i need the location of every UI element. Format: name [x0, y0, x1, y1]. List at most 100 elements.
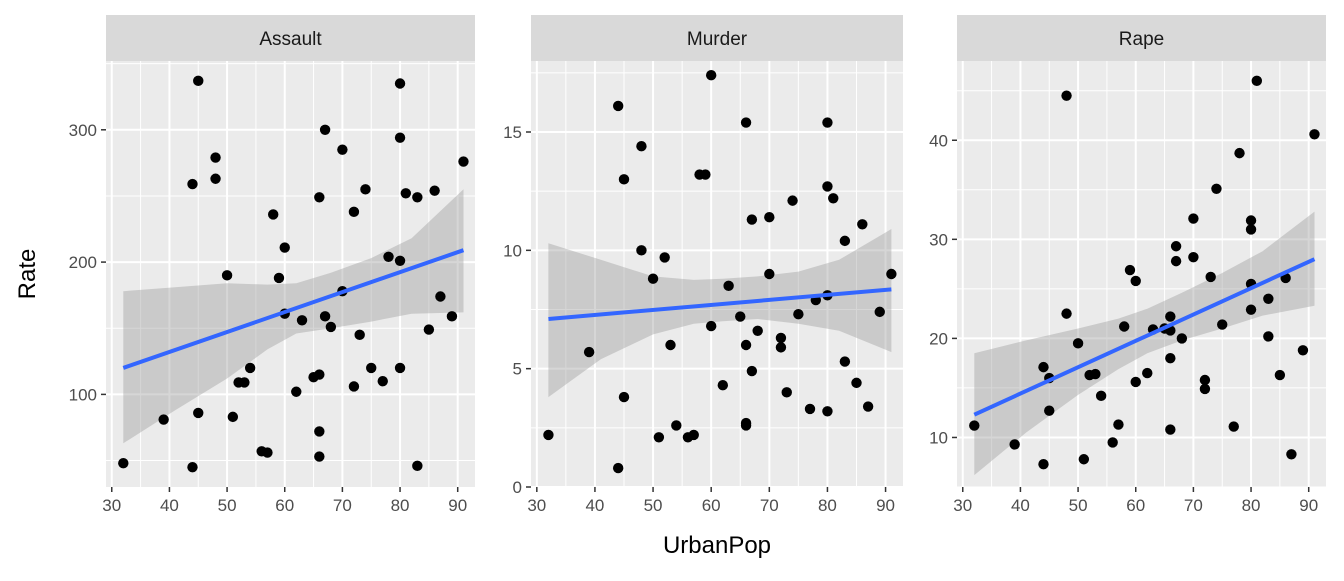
data-point	[1090, 368, 1101, 380]
y-tick-label: 40	[929, 131, 948, 150]
data-point	[1044, 405, 1055, 416]
y-tick-label: 15	[503, 123, 522, 142]
data-point	[804, 403, 816, 415]
data-point	[221, 270, 233, 281]
x-tick-label: 30	[527, 496, 546, 515]
data-point	[618, 391, 630, 403]
data-point	[1263, 331, 1274, 342]
data-point	[394, 78, 406, 89]
data-point	[857, 219, 868, 230]
data-point	[612, 100, 624, 112]
data-point	[746, 214, 758, 225]
facet-assault: Assault 100 200 300 30 40 50 60 70 80 90	[69, 15, 475, 515]
data-point	[210, 152, 221, 163]
data-point	[787, 195, 798, 206]
x-tick-label: 70	[333, 496, 352, 515]
data-point	[319, 124, 331, 135]
strip-label-assault: Assault	[259, 29, 322, 50]
data-point	[1176, 333, 1188, 344]
x-tick-label: 50	[218, 496, 237, 515]
data-point	[874, 306, 885, 318]
data-point	[412, 192, 423, 203]
x-tick-label: 80	[818, 496, 837, 515]
data-point	[740, 117, 752, 128]
data-point	[1228, 421, 1239, 432]
data-point	[1188, 251, 1199, 263]
x-tick-label: 90	[1299, 496, 1318, 515]
data-point	[187, 178, 198, 190]
panel-background-rape	[957, 61, 1326, 487]
data-point	[543, 429, 554, 441]
data-point	[193, 75, 204, 87]
x-tick-label: 60	[1126, 496, 1145, 515]
data-point	[1061, 90, 1072, 101]
data-point	[458, 156, 469, 167]
data-point	[671, 420, 682, 431]
x-tick-label: 40	[585, 496, 604, 515]
data-point	[775, 332, 787, 344]
data-point	[1119, 321, 1130, 332]
data-point	[1142, 367, 1153, 379]
data-point	[325, 321, 337, 333]
y-axis-title: Rate	[14, 249, 41, 300]
data-point	[1038, 361, 1049, 373]
data-point	[1165, 353, 1176, 364]
data-point	[1211, 183, 1222, 194]
data-point	[193, 407, 204, 419]
data-point	[723, 280, 734, 292]
y-tick-label: 0	[513, 478, 522, 497]
x-tick-label: 90	[448, 496, 467, 515]
x-tick-label: 70	[1184, 496, 1203, 515]
data-point	[659, 252, 670, 263]
data-point	[394, 132, 406, 143]
data-point	[354, 329, 365, 341]
y-tick-label: 10	[929, 428, 948, 447]
data-point	[314, 192, 325, 203]
data-point	[862, 401, 874, 412]
data-point	[1263, 293, 1274, 304]
data-point	[244, 362, 256, 374]
data-point	[740, 420, 752, 431]
data-point	[717, 380, 729, 391]
data-point	[886, 268, 897, 280]
y-tick-label: 30	[929, 230, 948, 249]
data-point	[1297, 345, 1309, 356]
strip-label-rape: Rape	[1119, 29, 1164, 50]
data-point	[839, 356, 851, 367]
data-point	[1309, 129, 1320, 140]
y-tick-label: 20	[929, 329, 948, 348]
confidence-band-rape	[974, 211, 1315, 476]
data-point	[705, 70, 717, 81]
data-point	[822, 406, 833, 417]
data-point	[822, 181, 833, 192]
data-point	[314, 451, 325, 462]
facet-murder: Murder 0 5 10 15 30 40 50 60 70 80 90	[503, 15, 903, 515]
data-point	[700, 169, 711, 180]
data-point	[1205, 271, 1216, 283]
data-point	[348, 206, 360, 218]
data-point	[618, 174, 630, 185]
data-point	[394, 255, 406, 266]
data-point	[1199, 383, 1211, 395]
data-point	[1095, 390, 1107, 402]
data-point	[735, 311, 746, 322]
data-point	[1038, 459, 1049, 470]
data-point	[435, 291, 446, 302]
data-point	[429, 185, 440, 196]
data-point	[383, 251, 394, 263]
x-tick-label: 60	[275, 496, 294, 515]
x-tick-label: 70	[760, 496, 779, 515]
y-tick-label: 200	[69, 253, 97, 272]
data-point	[394, 362, 406, 374]
data-point	[612, 462, 624, 474]
data-point	[1199, 374, 1211, 386]
data-point	[296, 315, 308, 326]
data-point	[1251, 75, 1263, 87]
data-point	[377, 375, 388, 387]
data-point	[273, 272, 285, 284]
data-point	[1078, 454, 1090, 465]
data-point	[348, 381, 360, 392]
data-point	[1113, 419, 1124, 430]
